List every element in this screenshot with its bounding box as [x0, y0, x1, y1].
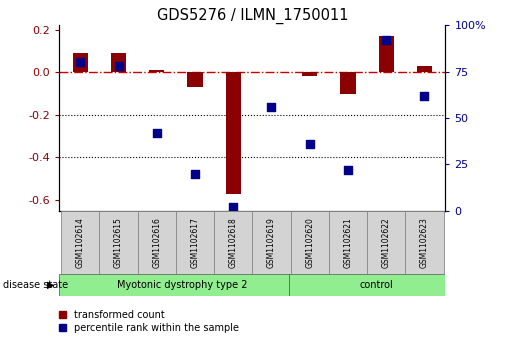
Text: GSM1102614: GSM1102614	[76, 217, 85, 268]
Point	[420, 93, 428, 99]
Bar	[59, 274, 289, 296]
Bar	[99, 211, 138, 274]
Bar	[290, 211, 329, 274]
Bar	[138, 211, 176, 274]
Bar	[61, 211, 99, 274]
Point	[267, 104, 276, 110]
Bar	[379, 36, 394, 72]
Legend: transformed count, percentile rank within the sample: transformed count, percentile rank withi…	[59, 310, 238, 333]
Text: GSM1102617: GSM1102617	[191, 217, 199, 268]
Text: GSM1102622: GSM1102622	[382, 217, 391, 268]
Bar	[187, 72, 202, 87]
Bar	[111, 53, 126, 72]
Bar	[214, 211, 252, 274]
Text: GSM1102615: GSM1102615	[114, 217, 123, 268]
Point	[229, 204, 237, 210]
Text: Myotonic dystrophy type 2: Myotonic dystrophy type 2	[117, 280, 248, 290]
Title: GDS5276 / ILMN_1750011: GDS5276 / ILMN_1750011	[157, 8, 348, 24]
Point	[76, 60, 84, 65]
Text: GSM1102619: GSM1102619	[267, 217, 276, 268]
Point	[152, 130, 161, 136]
Bar	[176, 211, 214, 274]
Bar	[302, 72, 317, 77]
Point	[344, 167, 352, 173]
Text: GSM1102616: GSM1102616	[152, 217, 161, 268]
Bar	[252, 211, 290, 274]
Bar	[329, 211, 367, 274]
Bar	[226, 72, 241, 193]
Bar	[149, 70, 164, 72]
Bar	[73, 53, 88, 72]
Bar	[367, 211, 405, 274]
Text: GSM1102620: GSM1102620	[305, 217, 314, 268]
Text: disease state: disease state	[3, 280, 67, 290]
Bar	[417, 66, 432, 72]
Text: GSM1102618: GSM1102618	[229, 217, 238, 268]
Bar	[405, 211, 443, 274]
Point	[114, 63, 123, 69]
Point	[191, 171, 199, 176]
Text: ▶: ▶	[46, 280, 54, 290]
Text: control: control	[360, 280, 393, 290]
Point	[382, 37, 390, 43]
Bar	[340, 72, 355, 94]
Bar	[289, 274, 445, 296]
Text: GSM1102621: GSM1102621	[344, 217, 352, 268]
Text: GSM1102623: GSM1102623	[420, 217, 429, 268]
Point	[305, 141, 314, 147]
